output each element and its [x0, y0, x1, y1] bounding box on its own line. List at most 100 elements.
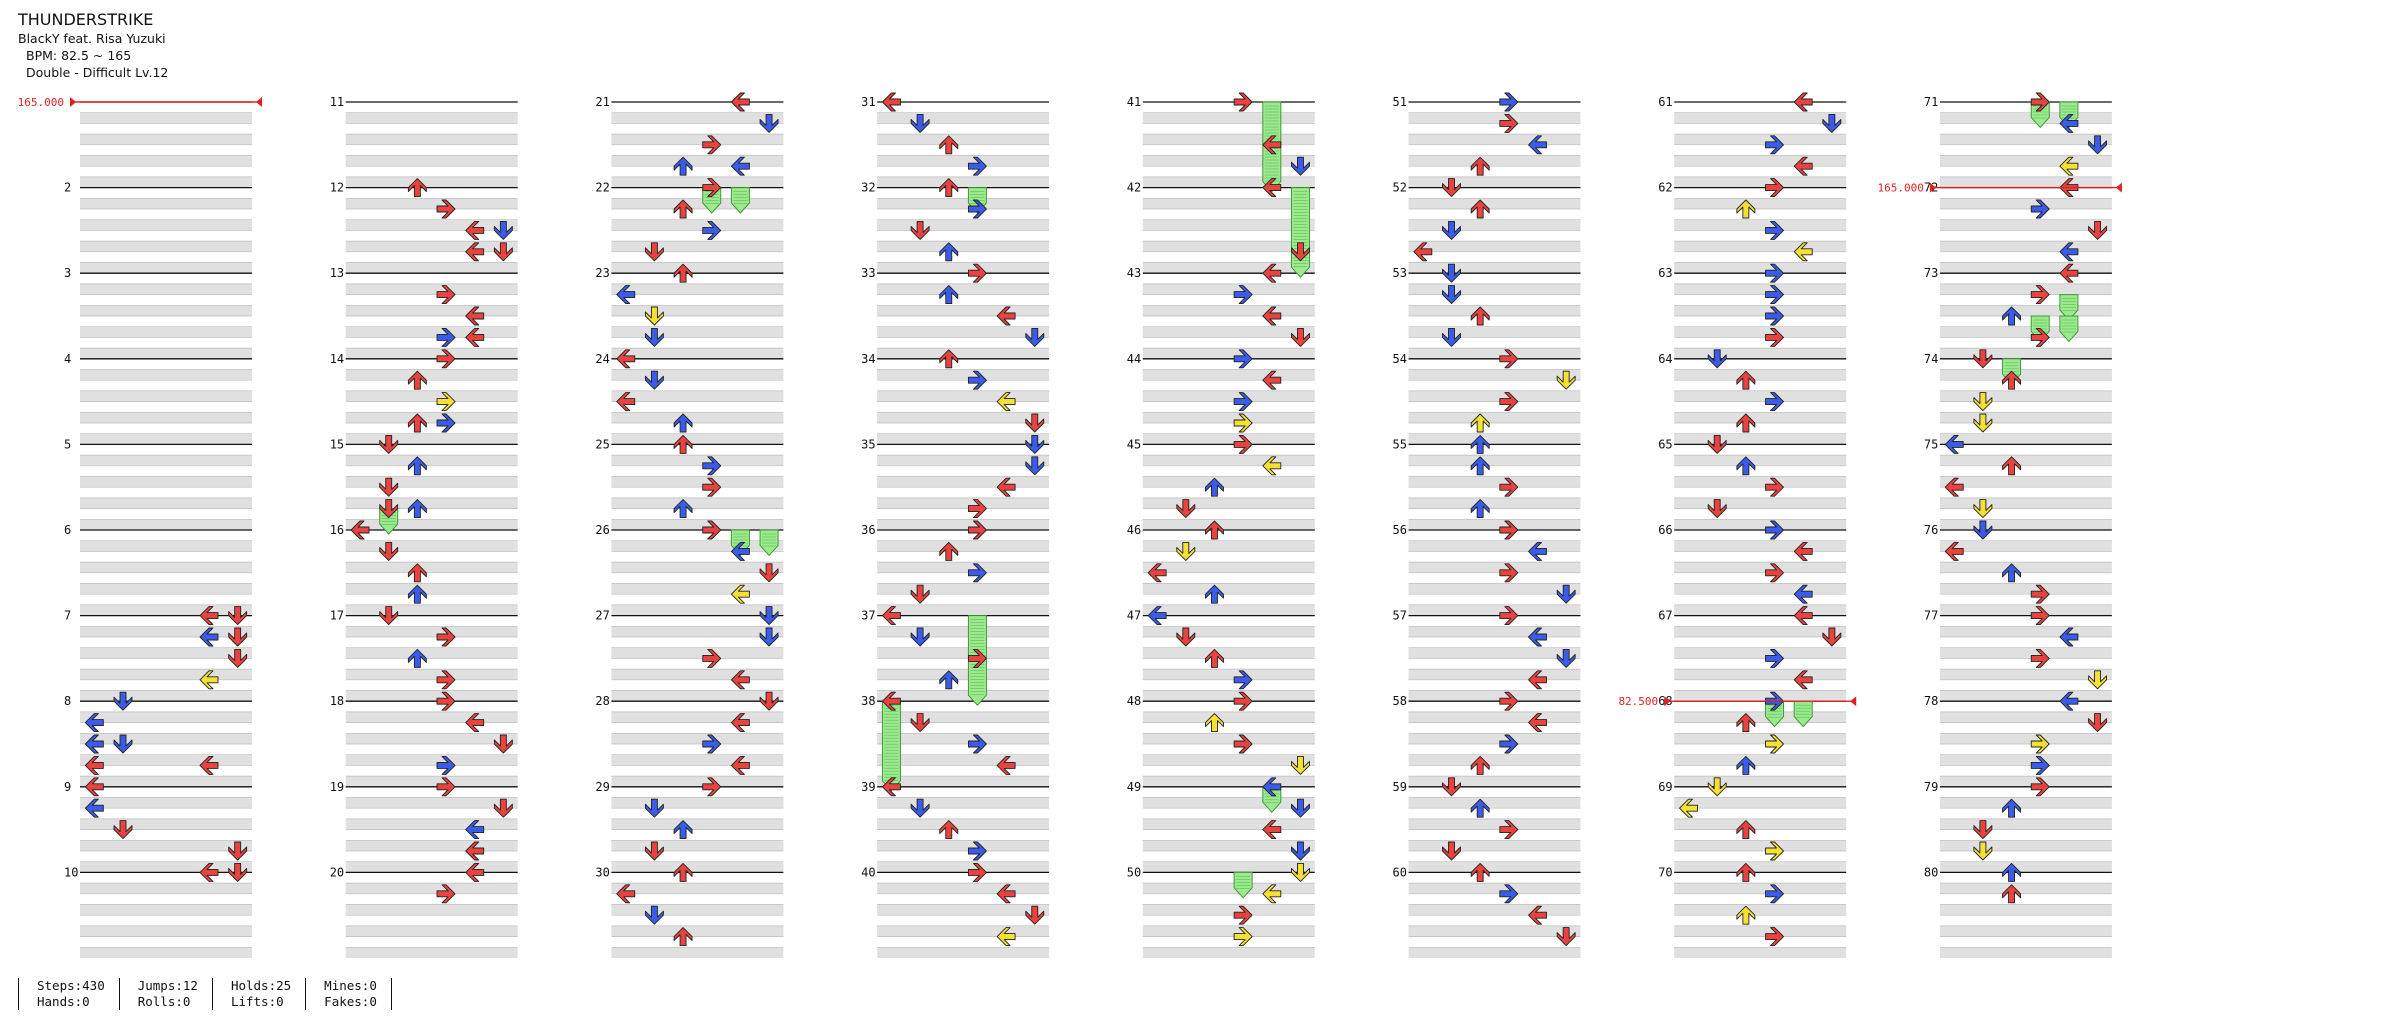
- arrow-shape: [84, 734, 104, 754]
- arrow-shape: [616, 392, 636, 412]
- beat-stripe: [877, 583, 1050, 595]
- arrow-shape: [730, 584, 750, 604]
- beat-stripe: [1408, 241, 1581, 252]
- note-arrow: [730, 156, 750, 176]
- measure-number: 48: [1127, 694, 1141, 708]
- arrow-shape: [2059, 242, 2079, 262]
- note-arrow: [910, 584, 930, 604]
- note-arrow: [1025, 413, 1045, 433]
- note-arrow: [1205, 477, 1224, 497]
- note-arrow: [1442, 220, 1461, 240]
- measure-number: 77: [1924, 609, 1938, 623]
- note-arrow: [436, 691, 456, 711]
- note-arrow: [2002, 563, 2022, 583]
- beat-stripe: [1142, 497, 1315, 509]
- beat-stripe: [1408, 647, 1581, 659]
- beat-stripe: [877, 754, 1050, 766]
- beat-stripe: [1408, 562, 1581, 573]
- arrow-shape: [730, 92, 750, 112]
- note-arrow: [702, 648, 722, 668]
- beat-stripe: [1408, 412, 1581, 423]
- beat-stripe: [877, 497, 1050, 509]
- bpm-change-label: 165.000: [1878, 182, 1924, 195]
- arrow-shape: [1707, 434, 1727, 454]
- note-arrow: [2002, 884, 2022, 904]
- beat-stripe: [1408, 176, 1581, 188]
- arrow-shape: [996, 392, 1016, 412]
- arrow-shape: [199, 606, 219, 626]
- note-arrow: [113, 691, 133, 711]
- note-arrow: [228, 648, 248, 668]
- arrow-shape: [967, 841, 987, 861]
- beat-stripe: [80, 112, 252, 124]
- note-arrow: [759, 691, 779, 711]
- note-arrow: [493, 220, 513, 240]
- arrow-shape: [1528, 541, 1547, 561]
- arrow-shape: [1765, 263, 1784, 283]
- stats-group-holds: Holds:25 Lifts:0: [211, 978, 305, 1010]
- arrow-shape: [1442, 263, 1461, 283]
- hold-note: [2059, 315, 2079, 343]
- note-arrow: [1556, 370, 1576, 390]
- note-arrow: [1499, 392, 1519, 412]
- beat-stripe: [1142, 604, 1315, 616]
- note-arrow: [1291, 841, 1310, 861]
- arrow-shape: [1973, 841, 1993, 861]
- arrow-shape: [436, 327, 456, 347]
- arrow-shape: [2002, 798, 2022, 818]
- note-arrow: [1793, 92, 1813, 112]
- beat-stripe: [611, 305, 784, 316]
- beat-stripe: [611, 219, 784, 231]
- arrow-shape: [1442, 327, 1461, 347]
- beat-stripe: [877, 776, 1050, 787]
- arrow-shape: [1765, 884, 1784, 904]
- arrow-shape: [1442, 178, 1461, 198]
- measure-number: 2: [64, 181, 71, 195]
- arrow-shape: [644, 327, 664, 347]
- arrow-shape: [2030, 777, 2050, 797]
- beat-stripe: [877, 262, 1050, 274]
- arrow-shape: [1765, 135, 1784, 155]
- measure-number: 80: [1924, 865, 1938, 879]
- arrow-shape: [996, 755, 1016, 775]
- note-arrow: [702, 777, 722, 797]
- beat-stripe: [877, 669, 1050, 680]
- note-arrow: [1528, 905, 1547, 925]
- beat-stripe: [611, 134, 784, 145]
- note-arrow: [1176, 541, 1196, 561]
- arrow-shape: [1736, 370, 1756, 390]
- measure-number: 59: [1393, 780, 1407, 794]
- note-arrow: [702, 178, 722, 198]
- note-arrow: [1736, 820, 1756, 840]
- note-arrow: [407, 413, 427, 433]
- arrow-shape: [702, 456, 722, 476]
- beat-stripe: [1408, 690, 1581, 702]
- note-arrow: [465, 242, 485, 262]
- arrow-shape: [1291, 841, 1310, 861]
- note-arrow: [730, 541, 750, 561]
- beat-stripe: [1939, 497, 2112, 509]
- note-arrow: [1944, 477, 1964, 497]
- arrow-shape: [1765, 927, 1784, 947]
- beat-stripe: [1939, 348, 2112, 359]
- note-arrow: [616, 392, 636, 412]
- beat-stripe: [1674, 883, 1847, 894]
- beat-stripe: [1674, 540, 1847, 552]
- measure-number: 45: [1127, 437, 1141, 451]
- arrow-shape: [1205, 520, 1224, 540]
- arrow-shape: [199, 755, 219, 775]
- beat-stripe: [1142, 626, 1315, 637]
- note-arrow: [407, 499, 427, 519]
- note-arrow: [730, 584, 750, 604]
- arrow-shape: [1025, 434, 1045, 454]
- note-arrow: [881, 691, 901, 711]
- note-arrow: [1973, 499, 1993, 519]
- note-arrow: [1765, 927, 1784, 947]
- measure-number: 39: [861, 780, 875, 794]
- note-arrow: [759, 563, 779, 583]
- measure-number: 66: [1658, 523, 1672, 537]
- measure-number: 57: [1393, 609, 1407, 623]
- beat-stripe: [1939, 219, 2112, 231]
- note-arrow: [967, 648, 987, 668]
- note-arrow: [407, 370, 427, 390]
